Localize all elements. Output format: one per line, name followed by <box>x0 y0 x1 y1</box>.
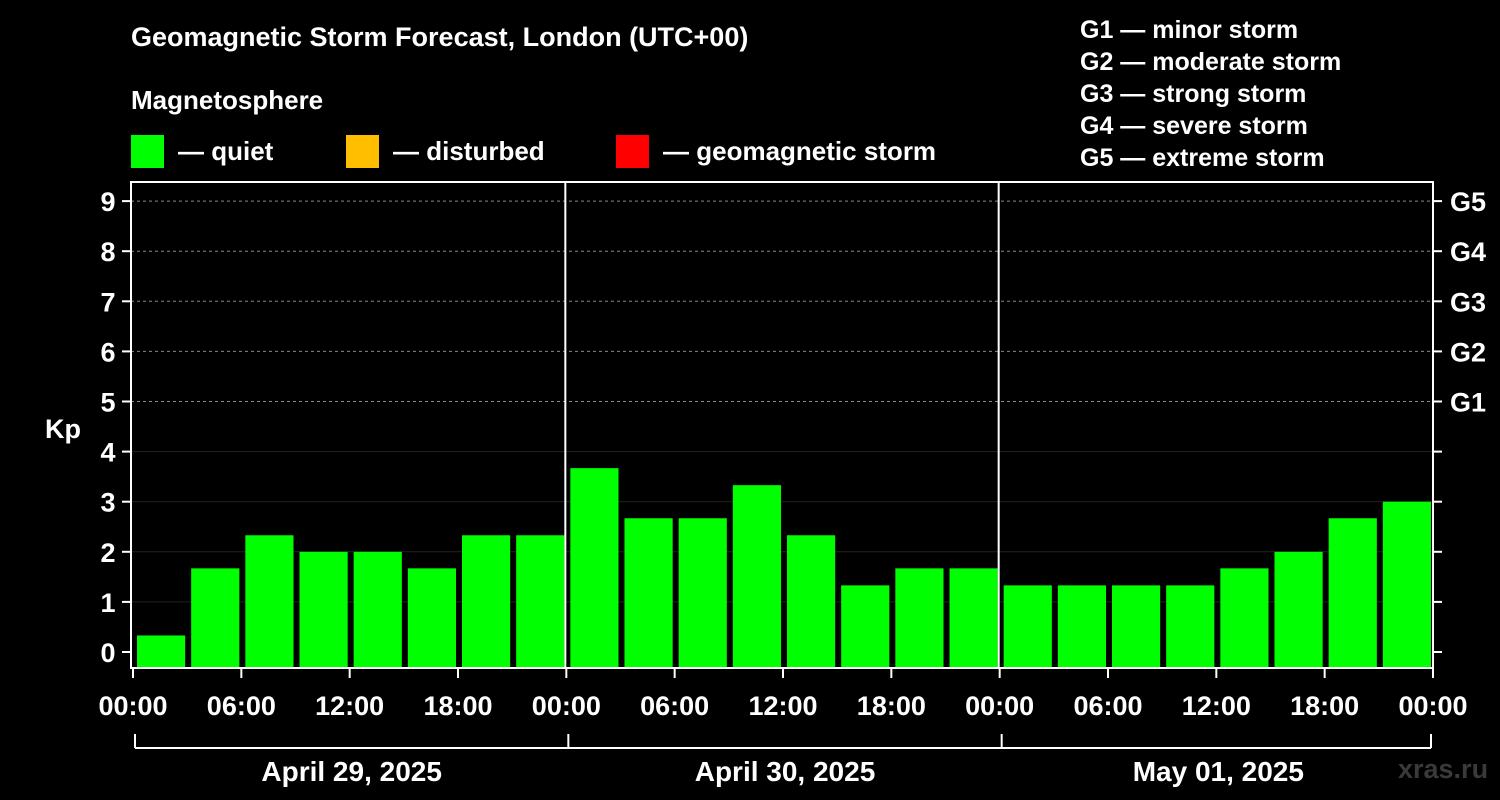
x-tick-label: 06:00 <box>640 691 709 721</box>
legend-label-quiet: — quiet <box>178 135 274 166</box>
kp-bar <box>949 568 998 668</box>
kp-bar <box>407 568 456 668</box>
kp-bar <box>516 535 565 668</box>
kp-bar <box>137 635 186 668</box>
legend-swatch-disturbed <box>346 134 379 168</box>
g-scale-label: G5 <box>1450 187 1486 217</box>
kp-bar <box>570 468 619 668</box>
legend-label-storm: — geomagnetic storm <box>663 135 937 166</box>
day-label: May 01, 2025 <box>1133 756 1304 787</box>
kp-bar <box>732 485 781 668</box>
y-tick-label: 9 <box>100 187 115 217</box>
magnetosphere-heading: Magnetosphere <box>131 85 324 115</box>
day-label: April 30, 2025 <box>695 756 876 787</box>
kp-bar <box>787 535 836 668</box>
y-tick-label: 6 <box>100 337 115 367</box>
storm-scale-g3: G3 — strong storm <box>1080 80 1307 108</box>
day-label: April 29, 2025 <box>261 756 442 787</box>
g-scale-label: G3 <box>1450 287 1486 317</box>
storm-scale-g4: G4 — severe storm <box>1080 112 1308 140</box>
legend-item-geomagnetic-storm: — geomagnetic storm <box>616 134 936 168</box>
y-tick-label: 7 <box>100 287 115 317</box>
x-tick-label: 06:00 <box>1073 691 1142 721</box>
storm-scale-g2: G2 — moderate storm <box>1080 48 1342 76</box>
kp-bar <box>1328 518 1377 668</box>
storm-scale-g5: G5 — extreme storm <box>1080 144 1325 172</box>
kp-bar <box>1112 585 1161 668</box>
kp-bar <box>895 568 944 668</box>
y-tick-label: 0 <box>100 638 115 668</box>
kp-bar <box>1220 568 1269 668</box>
x-tick-label: 06:00 <box>207 691 276 721</box>
x-tick-label: 12:00 <box>748 691 817 721</box>
legend-label-disturbed: — disturbed <box>393 135 545 166</box>
storm-scale-list: G1 — minor storm G2 — moderate storm G3 … <box>1080 14 1341 174</box>
x-tick-label: 12:00 <box>315 691 384 721</box>
kp-bar <box>245 535 294 668</box>
g-scale-label: G2 <box>1450 337 1486 367</box>
legend-item-quiet: — quiet <box>131 134 273 168</box>
watermark: xras.ru <box>1398 754 1489 784</box>
kp-bar <box>299 551 348 668</box>
y-tick-label: 5 <box>100 388 115 418</box>
y-axis-label: Kp <box>45 414 81 444</box>
y-tick-label: 8 <box>100 237 115 267</box>
g-scale-label: G1 <box>1450 388 1486 418</box>
kp-bar <box>462 535 511 668</box>
x-tick-label: 00:00 <box>965 691 1034 721</box>
legend-swatch-quiet <box>131 134 164 168</box>
storm-scale-g1: G1 — minor storm <box>1080 16 1299 44</box>
legend-swatch-storm <box>616 134 649 168</box>
y-tick-label: 3 <box>100 488 115 518</box>
x-tick-label: 12:00 <box>1182 691 1251 721</box>
kp-bar <box>1166 585 1215 668</box>
x-tick-label: 18:00 <box>423 691 492 721</box>
kp-bar <box>1003 585 1052 668</box>
kp-bar <box>1382 501 1431 668</box>
kp-bar <box>841 585 890 668</box>
x-tick-label: 00:00 <box>98 691 167 721</box>
kp-bar <box>678 518 727 668</box>
kp-bar <box>624 518 673 668</box>
x-tick-label: 18:00 <box>857 691 926 721</box>
y-tick-label: 1 <box>100 588 115 618</box>
y-tick-label: 2 <box>100 538 115 568</box>
y-tick-label: 4 <box>100 438 115 468</box>
chart-title: Geomagnetic Storm Forecast, London (UTC+… <box>131 22 749 52</box>
kp-bar <box>1274 551 1323 668</box>
legend-item-disturbed: — disturbed <box>346 134 545 168</box>
g-scale-label: G4 <box>1450 237 1486 267</box>
kp-bar <box>191 568 240 668</box>
x-tick-label: 00:00 <box>1398 691 1467 721</box>
kp-bar <box>353 551 402 668</box>
kp-bar <box>1057 585 1106 668</box>
x-tick-label: 18:00 <box>1290 691 1359 721</box>
x-tick-label: 00:00 <box>532 691 601 721</box>
